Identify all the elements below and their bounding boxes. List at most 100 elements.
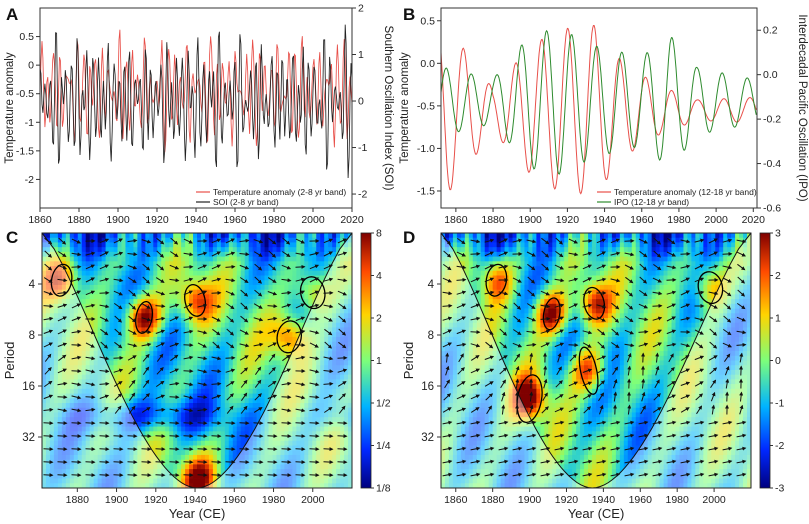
- c-heatmap-cell: [149, 251, 154, 258]
- c-heatmap-cell: [280, 332, 285, 338]
- c-heatmap-cell: [185, 256, 190, 262]
- c-heatmap-cell: [268, 450, 273, 456]
- c-heatmap-cell: [220, 369, 226, 376]
- d-heatmap-cell: [691, 233, 696, 239]
- c-heatmap-cell: [204, 313, 210, 319]
- d-heatmap-cell: [512, 237, 517, 243]
- c-heatmap-cell: [133, 450, 138, 456]
- c-heatmap-cell: [125, 318, 130, 324]
- c-heatmap-cell: [109, 393, 114, 399]
- c-heatmap-cell: [200, 351, 206, 357]
- c-heatmap-cell: [204, 365, 210, 371]
- c-heatmap-cell: [348, 384, 352, 390]
- c-heatmap-cell: [97, 464, 103, 470]
- c-heatmap-cell: [200, 237, 206, 243]
- c-heatmap-cell: [53, 436, 59, 442]
- c-heatmap-cell: [204, 440, 210, 446]
- c-heatmap-cell: [61, 346, 67, 352]
- c-heatmap-cell: [264, 341, 269, 347]
- c-heatmap-cell: [105, 469, 110, 475]
- c-heatmap-cell: [42, 261, 47, 267]
- d-heatmap-cell: [584, 242, 589, 248]
- c-heatmap-cell: [109, 379, 114, 385]
- c-heatmap-cell: [57, 332, 63, 338]
- c-heatmap-cell: [228, 233, 234, 239]
- c-heatmap-cell: [252, 431, 258, 437]
- c-heatmap-cell: [85, 384, 91, 390]
- c-heatmap-cell: [296, 403, 301, 409]
- d-heatmap-cell: [456, 233, 462, 239]
- c-heatmap-cell: [208, 407, 214, 413]
- c-heatmap-cell: [224, 440, 230, 446]
- c-heatmap-cell: [288, 313, 293, 319]
- c-heatmap-cell: [121, 464, 126, 470]
- c-heatmap-cell: [240, 313, 246, 319]
- c-heatmap-cell: [93, 473, 99, 479]
- c-heatmap-cell: [145, 261, 150, 267]
- c-heatmap-cell: [260, 303, 265, 309]
- c-heatmap-cell: [197, 384, 202, 390]
- c-heatmap-cell: [165, 341, 170, 347]
- c-heatmap-cell: [189, 412, 194, 418]
- c-heatmap-cell: [189, 478, 194, 484]
- c-phase-arrow: [281, 381, 292, 386]
- c-heatmap-cell: [264, 336, 269, 343]
- c-phase-arrow: [127, 343, 138, 348]
- c-heatmap-cell: [93, 431, 99, 437]
- c-heatmap-cell: [109, 407, 114, 413]
- c-heatmap-cell: [57, 360, 63, 366]
- c-heatmap-cell: [348, 374, 352, 380]
- c-phase-arrow: [254, 276, 263, 284]
- c-phase-arrow: [169, 395, 180, 400]
- c-heatmap-cell: [232, 450, 238, 456]
- c-phase-arrow: [253, 239, 264, 244]
- c-heatmap-cell: [197, 332, 202, 338]
- c-heatmap-cell: [336, 398, 341, 404]
- c-heatmap-cell: [197, 388, 202, 394]
- c-ytick-label: 16: [22, 381, 35, 393]
- c-heatmap-cell: [109, 275, 114, 281]
- c-heatmap-cell: [177, 421, 182, 428]
- c-heatmap-cell: [244, 403, 250, 409]
- c-heatmap-cell: [189, 388, 194, 394]
- c-heatmap-cell: [129, 469, 134, 475]
- c-heatmap-cell: [177, 261, 182, 267]
- c-heatmap-cell: [125, 261, 130, 267]
- c-heatmap-cell: [252, 270, 258, 276]
- c-heatmap-cell: [312, 322, 317, 328]
- c-heatmap-cell: [93, 346, 99, 352]
- d-heatmap-cell: [520, 237, 525, 243]
- c-heatmap-cell: [216, 280, 222, 286]
- c-heatmap-cell: [121, 299, 126, 305]
- c-heatmap-cell: [193, 440, 198, 446]
- c-heatmap-cell: [332, 251, 337, 258]
- c-heatmap-cell: [200, 299, 206, 305]
- c-heatmap-cell: [284, 379, 289, 385]
- c-heatmap-cell: [133, 431, 138, 437]
- d-heatmap-cell: [643, 233, 649, 239]
- c-heatmap-cell: [177, 464, 182, 470]
- c-heatmap-cell: [272, 469, 277, 475]
- c-heatmap-cell: [193, 289, 198, 295]
- c-heatmap-cell: [212, 332, 218, 338]
- c-heatmap-cell: [200, 266, 206, 272]
- c-phase-arrow: [99, 304, 110, 309]
- c-heatmap-cell: [324, 440, 329, 446]
- c-heatmap-cell: [212, 469, 218, 475]
- a-series-line-1: [40, 24, 352, 179]
- c-heatmap-cell: [308, 388, 313, 394]
- c-heatmap-cell: [165, 351, 170, 357]
- c-heatmap-cell: [328, 256, 333, 262]
- c-phase-arrow: [295, 408, 306, 413]
- c-heatmap-cell: [141, 445, 146, 451]
- c-heatmap-cell: [157, 431, 162, 437]
- c-heatmap-cell: [348, 275, 352, 281]
- c-heatmap-cell: [53, 355, 59, 361]
- c-heatmap-cell: [232, 469, 238, 475]
- c-heatmap-cell: [169, 374, 174, 380]
- c-phase-arrow: [113, 368, 124, 373]
- c-heatmap-cell: [181, 294, 186, 300]
- c-phase-arrow: [85, 251, 96, 256]
- c-phase-arrow: [99, 316, 109, 322]
- c-phase-arrow: [169, 290, 180, 295]
